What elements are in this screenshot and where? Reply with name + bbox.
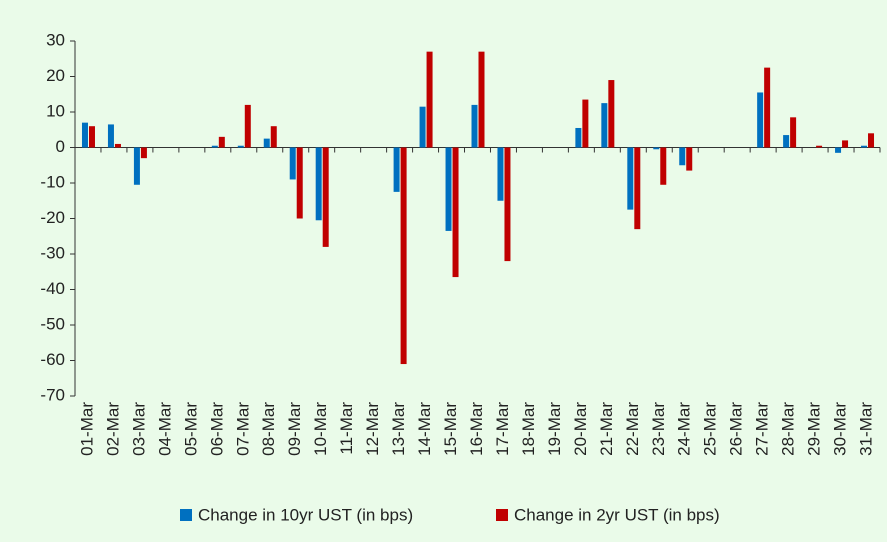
bar <box>471 104 478 148</box>
x-tick-label: 29-Mar <box>805 402 824 456</box>
x-tick-label: 07-Mar <box>233 402 252 456</box>
bar <box>868 133 875 148</box>
x-tick-label: 04-Mar <box>155 402 174 456</box>
bar <box>400 147 407 365</box>
bar <box>81 122 88 148</box>
x-tick-label: 20-Mar <box>571 402 590 456</box>
bar <box>497 147 504 201</box>
bar <box>783 135 790 148</box>
bar <box>582 99 589 148</box>
x-tick-label: 16-Mar <box>467 402 486 456</box>
bar <box>289 147 296 180</box>
x-tick-label: 21-Mar <box>597 402 616 456</box>
bar <box>114 143 121 148</box>
bar <box>237 145 244 148</box>
y-tick-label: 0 <box>56 137 65 156</box>
x-tick-label: 11-Mar <box>337 402 356 455</box>
y-tick-label: -30 <box>40 243 65 262</box>
x-tick-label: 22-Mar <box>623 402 642 456</box>
bar <box>790 117 797 148</box>
bar <box>764 67 771 148</box>
bar <box>608 80 615 148</box>
x-tick-label: 25-Mar <box>701 402 720 456</box>
y-tick-label: -10 <box>40 172 65 191</box>
bar <box>88 126 95 148</box>
y-tick-label: -70 <box>40 385 65 404</box>
x-tick-label: 27-Mar <box>753 402 772 456</box>
x-tick-label: 01-Mar <box>77 402 96 456</box>
bar <box>835 147 842 153</box>
x-tick-label: 10-Mar <box>311 402 330 456</box>
x-tick-label: 26-Mar <box>727 402 746 456</box>
bar <box>653 147 660 150</box>
x-tick-label: 05-Mar <box>181 402 200 456</box>
y-tick-label: -50 <box>40 314 65 333</box>
x-tick-label: 30-Mar <box>831 402 850 456</box>
y-tick-label: 30 <box>46 30 65 49</box>
bar <box>426 51 433 148</box>
bar <box>218 136 225 148</box>
x-tick-label: 14-Mar <box>415 402 434 456</box>
legend-swatch <box>180 509 192 521</box>
bar <box>679 147 686 166</box>
bar <box>419 106 426 148</box>
bar <box>322 147 329 247</box>
x-tick-label: 08-Mar <box>259 402 278 456</box>
bar <box>296 147 303 219</box>
x-tick-label: 17-Mar <box>493 402 512 456</box>
bar <box>452 147 459 278</box>
bar <box>601 103 608 148</box>
x-tick-label: 31-Mar <box>857 402 876 456</box>
bar <box>133 147 140 185</box>
bar <box>478 51 485 148</box>
bar <box>757 92 764 148</box>
bar <box>660 147 667 185</box>
bar <box>575 127 582 148</box>
bar <box>861 145 868 148</box>
legend-label: Change in 10yr UST (in bps) <box>198 505 413 524</box>
bar <box>393 147 400 192</box>
bar <box>445 147 452 231</box>
bar <box>842 140 849 148</box>
bar <box>634 147 641 230</box>
x-tick-label: 13-Mar <box>389 402 408 456</box>
y-tick-label: -20 <box>40 208 65 227</box>
bar <box>263 138 270 148</box>
x-tick-label: 23-Mar <box>649 402 668 456</box>
x-tick-label: 15-Mar <box>441 402 460 456</box>
bar <box>211 145 218 148</box>
x-tick-label: 09-Mar <box>285 402 304 456</box>
bar <box>627 147 634 210</box>
x-tick-label: 19-Mar <box>545 402 564 456</box>
bar <box>816 145 823 148</box>
x-tick-label: 06-Mar <box>207 402 226 456</box>
y-tick-label: 10 <box>46 101 65 120</box>
bar <box>270 126 277 148</box>
x-tick-label: 12-Mar <box>363 402 382 456</box>
bar <box>140 147 147 159</box>
x-tick-label: 02-Mar <box>103 402 122 456</box>
bar <box>686 147 693 171</box>
bar <box>107 124 114 148</box>
legend-label: Change in 2yr UST (in bps) <box>514 505 720 524</box>
y-tick-label: -40 <box>40 279 65 298</box>
legend-swatch <box>496 509 508 521</box>
bar <box>504 147 511 262</box>
x-tick-label: 28-Mar <box>779 402 798 456</box>
x-tick-label: 18-Mar <box>519 402 538 456</box>
x-tick-label: 24-Mar <box>675 402 694 456</box>
y-tick-label: 20 <box>46 66 65 85</box>
bar <box>315 147 322 221</box>
x-tick-label: 03-Mar <box>129 402 148 456</box>
bar <box>244 104 251 148</box>
y-tick-label: -60 <box>40 350 65 369</box>
